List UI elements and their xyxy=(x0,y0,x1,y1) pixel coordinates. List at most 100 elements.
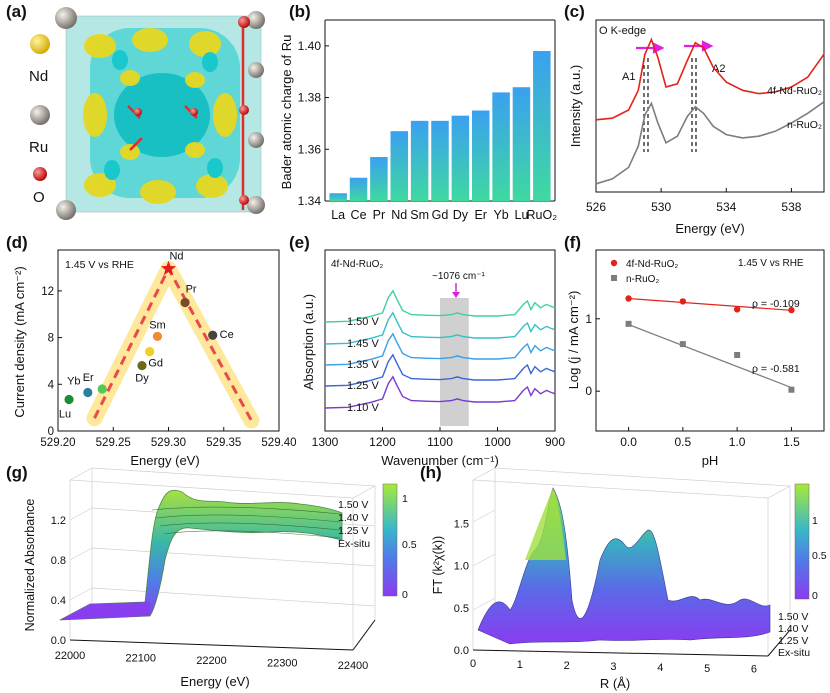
d-point-er xyxy=(97,384,107,394)
d-point-label-er: Er xyxy=(83,372,94,384)
f-point-n-RuO2 xyxy=(734,351,741,358)
bar-la xyxy=(329,193,347,201)
f-x-tick-label: 1.5 xyxy=(783,435,800,449)
panel-label-e: (e) xyxy=(289,233,310,252)
h-colorbar-tick: 0 xyxy=(812,590,818,602)
h-series-label: 1.40 V xyxy=(778,623,808,635)
h-y-tick-label: 1.5 xyxy=(454,518,469,530)
d-point-label-pr: Pr xyxy=(186,284,197,296)
bar-nd xyxy=(390,131,409,201)
g-x-tick-label: 22400 xyxy=(338,660,369,672)
b-y-tick-label: 1.38 xyxy=(298,91,322,105)
e-series-150V xyxy=(324,289,556,323)
h-exafs-surface xyxy=(477,487,771,645)
f-rho-n-ruo2: ρ = -0.581 xyxy=(752,363,800,375)
g-preedge-region xyxy=(60,602,150,620)
d-point-ce xyxy=(208,330,218,340)
h-x-tick-label: 5 xyxy=(704,663,710,675)
panel-c-o-k-edge-chart: O K-edge Intensity (a.u.) Energy (eV) A1… xyxy=(568,19,825,236)
e-annotation: ~1076 cm⁻¹ xyxy=(432,271,485,282)
e-x-tick-label: 1300 xyxy=(312,435,339,449)
bar-er xyxy=(471,110,490,201)
h-y-tick-label: 1.0 xyxy=(454,561,469,573)
f-legend-label: n-RuO₂ xyxy=(626,274,659,285)
b-x-tick-label: La xyxy=(331,208,345,222)
d-y-tick-label: 0 xyxy=(48,426,54,438)
panel-g-xanes-surface: Normalized Absorbance Energy (eV) 22000 2… xyxy=(23,467,417,689)
d-point-label-nd: Nd xyxy=(169,251,183,263)
h-x-tick-label: 4 xyxy=(657,662,663,674)
panel-label-a: (a) xyxy=(6,2,27,21)
f-point-n-RuO2 xyxy=(788,386,795,393)
d-point-nd xyxy=(160,260,177,276)
b-y-axis-label: Bader atomic charge of Ru xyxy=(279,35,294,190)
h-colorbar xyxy=(794,483,810,600)
h-series-label: Ex-situ xyxy=(778,647,810,659)
e-y-axis-label: Absorption (a.u.) xyxy=(301,294,316,390)
h-colorbar-tick: 1 xyxy=(812,515,818,527)
legend-o: O xyxy=(33,189,45,206)
f-point-4f-Nd-RuO2 xyxy=(625,295,632,302)
f-legend-marker xyxy=(611,275,617,281)
panel-a: Nd Ru O xyxy=(29,7,265,220)
g-colorbar-tick: 0.5 xyxy=(402,539,417,551)
d-y-axis-label: Current density (mA cm⁻²) xyxy=(12,266,27,417)
e-title: 4f-Nd-RuO₂ xyxy=(331,259,383,270)
e-series-label: 1.35 V xyxy=(347,359,379,371)
d-point-label-ce: Ce xyxy=(220,329,234,341)
c-x-axis-label: Energy (eV) xyxy=(675,221,744,236)
c-x-tick-label: 534 xyxy=(716,200,736,214)
b-x-tick-label: Nd xyxy=(391,208,407,222)
g-colorbar xyxy=(382,483,398,597)
h-x-tick-label: 3 xyxy=(610,661,616,673)
d-point-gd xyxy=(145,346,155,357)
d-y-tick-label: 8 xyxy=(48,333,54,345)
h-x-tick-label: 1 xyxy=(517,659,523,671)
b-x-tick-label: Gd xyxy=(432,208,449,222)
f-x-tick-label: 1.0 xyxy=(729,435,746,449)
d-point-label-sm: Sm xyxy=(149,319,166,331)
c-series-4f-Nd-RuO2 xyxy=(595,37,825,121)
d-point-label-yb: Yb xyxy=(67,375,80,387)
f-legend-marker xyxy=(610,259,618,267)
g-xanes-surface xyxy=(59,489,343,621)
b-y-tick-label: 1.36 xyxy=(298,142,322,156)
d-point-label-lu: Lu xyxy=(59,408,71,420)
g-series-label: Ex-situ xyxy=(338,538,370,550)
g-z-axis xyxy=(352,619,376,651)
c-x-tick-label: 538 xyxy=(781,200,801,214)
b-x-tick-label: Pr xyxy=(373,208,386,222)
d-y-tick-label: 4 xyxy=(48,379,55,391)
d-point-label-dy: Dy xyxy=(135,373,149,385)
f-point-4f-Nd-RuO2 xyxy=(679,298,687,305)
b-x-tick-label: Yb xyxy=(493,208,508,222)
h-x-tick-label: 2 xyxy=(564,660,570,672)
d-y-tick-label: 12 xyxy=(41,286,54,298)
g-y-axis-label: Normalized Absorbance xyxy=(23,499,37,632)
c-annotation-a1: A1 xyxy=(622,71,635,83)
f-fit-line-n-RuO2 xyxy=(628,324,792,389)
g-series-trace xyxy=(155,514,341,523)
h-z-axis xyxy=(767,629,791,657)
d-point-sm xyxy=(152,331,163,342)
g-series-label: 1.40 V xyxy=(338,512,368,524)
c-peak-markers xyxy=(643,58,697,152)
d-x-tick-label: 529.30 xyxy=(151,437,186,449)
f-y-tick-label: 0 xyxy=(585,384,592,398)
bar-lu xyxy=(512,87,531,201)
panel-label-d: (d) xyxy=(6,233,28,252)
b-x-tick-label: Sm xyxy=(410,208,429,222)
c-annotation-a2: A2 xyxy=(712,63,725,75)
f-title: 1.45 V vs RHE xyxy=(738,258,804,269)
c-x-tick-label: 530 xyxy=(651,200,671,214)
g-y-tick-label: 0.8 xyxy=(51,555,66,567)
bar-pr xyxy=(370,157,388,201)
panel-label-f: (f) xyxy=(564,233,581,252)
f-fit-line-4f-Nd-RuO2 xyxy=(628,297,792,311)
e-x-tick-label: 1000 xyxy=(484,435,511,449)
f-point-4f-Nd-RuO2 xyxy=(733,306,741,313)
e-annotation-arrow xyxy=(452,283,460,298)
e-series-125V xyxy=(324,353,556,387)
e-series-label: 1.45 V xyxy=(347,338,379,350)
